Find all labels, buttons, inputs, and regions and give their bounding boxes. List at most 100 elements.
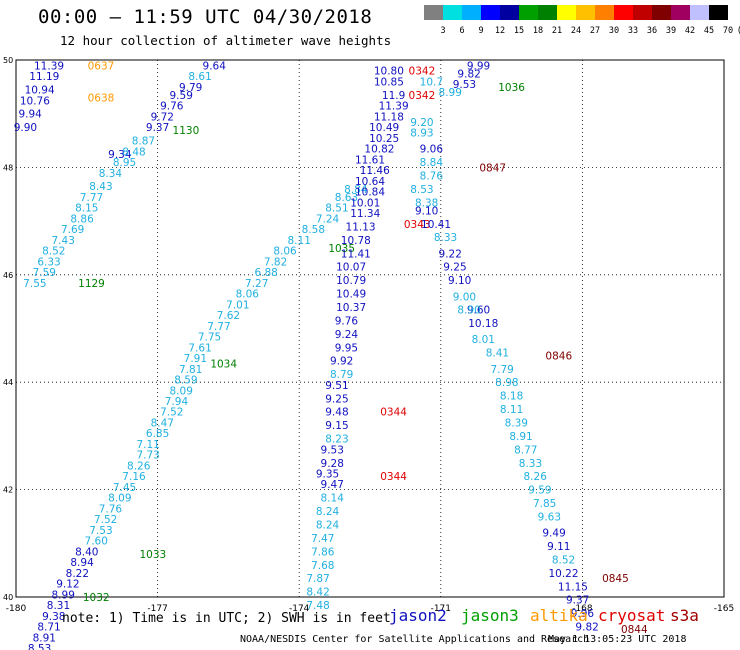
color-scale-label: 27 — [589, 26, 601, 36]
wave-height-point: 7.11 — [136, 439, 159, 451]
wave-height-point: 8.93 — [410, 127, 433, 139]
chart-subtitle: 12 hour collection of altimeter wave hei… — [60, 33, 392, 48]
wave-height-point: 7.75 — [198, 332, 221, 344]
wave-height-point: 1129 — [78, 278, 105, 290]
wave-height-point: 0344 — [380, 407, 407, 419]
wave-height-point: 9.00 — [453, 291, 476, 303]
wave-height-point: 8.47 — [151, 417, 174, 429]
wave-height-point: 9.35 — [316, 468, 339, 480]
wave-height-point: 7.81 — [179, 364, 202, 376]
color-swatch — [519, 5, 538, 20]
wave-height-point: 9.47 — [321, 479, 344, 491]
wave-height-point: 8.26 — [127, 460, 151, 472]
wave-height-point: 11.13 — [346, 221, 376, 233]
wave-height-point: 7.82 — [264, 256, 287, 268]
wave-height-point: 8.99 — [439, 87, 462, 99]
wave-height-point: 8.48 — [122, 146, 145, 158]
wave-height-point: 8.38 — [415, 197, 438, 209]
color-scale-label: 6 — [459, 26, 465, 36]
color-scale-label: 12 — [494, 26, 506, 36]
wave-height-point: 8.79 — [330, 369, 353, 381]
color-swatch — [443, 5, 462, 20]
wave-height-point: 8.11 — [288, 235, 311, 247]
wave-height-point: 0343 — [404, 219, 431, 231]
wave-height-point: 9.15 — [325, 420, 348, 432]
wave-height-point: 8.06 — [236, 289, 260, 301]
wave-height-point: 7.52 — [160, 407, 183, 419]
color-swatch — [481, 5, 500, 20]
x-tick-label: -165 — [714, 604, 734, 614]
wave-height-point: 9.63 — [538, 511, 561, 523]
color-scale-label: 70 — [722, 26, 734, 36]
wave-height-point: 7.52 — [94, 514, 117, 526]
wave-height-point: 8.51 — [325, 203, 348, 215]
wave-height-point: 9.24 — [335, 329, 359, 341]
wave-height-point: 7.24 — [316, 213, 340, 225]
wave-height-point: 8.86 — [70, 213, 94, 225]
color-scale-label: 39 — [665, 26, 677, 36]
wave-height-point: 0844 — [621, 624, 648, 636]
wave-height-point: 8.52 — [552, 554, 575, 566]
wave-height-point: 7.47 — [311, 533, 334, 545]
wave-height-point: 1035 — [328, 243, 355, 255]
wave-height-point: 0637 — [88, 60, 115, 72]
wave-height-point: 7.87 — [306, 573, 329, 585]
wave-height-point: 7.77 — [80, 192, 103, 204]
wave-height-point: 9.94 — [18, 109, 42, 121]
wave-height-point: 8.71 — [37, 622, 60, 634]
wave-height-point: 8.91 — [33, 632, 56, 644]
wave-height-point: 9.34 — [108, 149, 132, 161]
wave-height-point: 10.25 — [369, 133, 399, 145]
wave-height-point: 9.76 — [160, 101, 184, 113]
wave-height-point: 9.37 — [566, 595, 589, 607]
wave-height-point: 7.61 — [188, 342, 211, 354]
wave-height-point: 7.91 — [184, 353, 207, 365]
wave-height-point: 8.01 — [472, 334, 495, 346]
wave-height-point: 7.76 — [99, 503, 123, 515]
wave-height-point: 8.18 — [500, 391, 523, 403]
wave-height-point: 8.77 — [514, 444, 537, 456]
wave-height-point: 10.37 — [336, 302, 366, 314]
color-swatch — [424, 5, 443, 20]
wave-height-point: 9.96 — [571, 608, 595, 620]
wave-height-point: 9.25 — [325, 393, 348, 405]
wave-height-point: 11.39 — [379, 101, 409, 113]
color-scale-label: 21 — [551, 26, 563, 36]
wave-height-point: 9.90 — [14, 122, 37, 134]
wave-height-point: 1033 — [140, 549, 167, 561]
wave-height-point: 10.49 — [369, 122, 399, 134]
wave-height-point: 10.18 — [468, 318, 498, 330]
timestamp-text: May 1 13:05:23 UTC 2018 — [548, 634, 687, 645]
wave-height-point: 10.64 — [355, 176, 385, 188]
wave-height-point: 11.46 — [360, 165, 390, 177]
wave-height-point: 11.15 — [558, 581, 588, 593]
wave-height-point: 10.85 — [374, 76, 404, 88]
wave-height-point: 9.59 — [170, 90, 193, 102]
y-tick-label: 50 — [3, 56, 13, 65]
wave-height-point: 10.01 — [350, 197, 380, 209]
wave-height-point: 10.22 — [548, 568, 578, 580]
color-scale-label: 42 — [684, 26, 696, 36]
x-tick-label: -174 — [289, 604, 310, 614]
wave-height-point: 8.43 — [89, 181, 112, 193]
color-swatch — [671, 5, 690, 20]
wave-height-point: 0342 — [409, 66, 436, 78]
color-swatch — [595, 5, 614, 20]
wave-height-point: 8.95 — [113, 157, 136, 169]
wave-height-point: 9.82 — [575, 622, 598, 634]
wave-height-point: 8.41 — [486, 348, 509, 360]
wave-height-point: 8.84 — [420, 157, 444, 169]
wave-height-point: 7.94 — [165, 396, 189, 408]
wave-height-point: 11.19 — [29, 71, 59, 83]
wave-height-point: 11.61 — [355, 154, 385, 166]
wave-height-point: 8.34 — [99, 168, 123, 180]
wave-height-point: 8.15 — [75, 203, 98, 215]
color-swatch — [500, 5, 519, 20]
color-swatch — [690, 5, 709, 20]
wave-height-point: 6.88 — [254, 267, 277, 279]
wave-height-point: 1036 — [498, 82, 525, 94]
x-tick-label: -180 — [6, 604, 27, 614]
wave-height-point: 7.60 — [85, 536, 108, 548]
wave-height-point: 11.34 — [350, 208, 380, 220]
wave-height-point: 8.23 — [325, 434, 348, 446]
